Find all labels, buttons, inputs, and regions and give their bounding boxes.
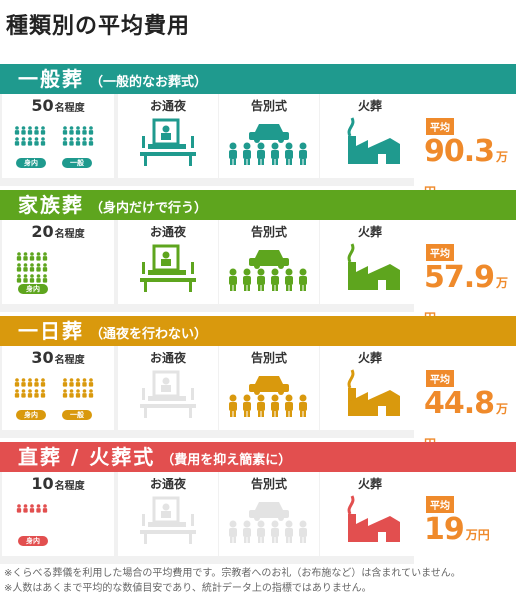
stages-panel: 20名程度 身内 お通夜 告別式: [0, 220, 420, 312]
average-cost-value: 44.8: [424, 386, 495, 421]
funeral-type-section: 一日葬 （通夜を行わない） 30名程度 身内 一般 お通夜 告別: [0, 316, 516, 451]
average-cost-box: 平均 57.9万円: [418, 220, 516, 325]
funeral-type-name: 直葬 / 火葬式: [18, 445, 156, 469]
average-label: 平均: [426, 496, 454, 513]
cremation-column: 火葬: [320, 220, 420, 304]
ceremony-label: 告別式: [250, 477, 287, 491]
cremation-label: 火葬: [357, 99, 382, 113]
funeral-type-section: 家族葬 （身内だけで行う） 20名程度 身内 お通夜 告別式: [0, 190, 516, 325]
average-label: 平均: [426, 118, 454, 135]
cremation-label: 火葬: [357, 225, 382, 239]
stages-panel: 30名程度 身内 一般 お通夜 告別式: [0, 346, 420, 438]
cremation-column: 火葬: [320, 346, 420, 430]
wake-column: お通夜: [118, 94, 218, 178]
average-label: 平均: [426, 370, 454, 387]
page-title: 種類別の平均費用: [6, 14, 191, 39]
average-label: 平均: [426, 244, 454, 261]
average-cost-value: 90.3: [424, 134, 495, 169]
attendee-badge: 身内: [16, 158, 46, 168]
cremation-column: 火葬: [320, 94, 420, 178]
funeral-type-name: 一日葬: [18, 319, 84, 343]
attendee-unit: 名程度: [54, 229, 85, 240]
attendee-unit: 名程度: [54, 355, 85, 366]
section-banner: 家族葬 （身内だけで行う）: [0, 190, 516, 220]
ceremony-column: 告別式: [219, 94, 319, 178]
average-cost-box: 平均 19 万円: [418, 472, 516, 564]
average-cost-unit: 万円: [465, 528, 490, 542]
ceremony-column: 告別式: [219, 346, 319, 430]
attendee-badge: 身内: [18, 284, 48, 294]
section-banner: 一般葬 （一般的なお葬式）: [0, 64, 516, 94]
stages-panel: 10名程度 身内 お通夜 告別式: [0, 472, 420, 564]
ceremony-label: 告別式: [250, 351, 287, 365]
wake-label: お通夜: [149, 351, 186, 365]
ceremony-label: 告別式: [250, 225, 287, 239]
wake-column: お通夜: [118, 220, 218, 304]
cremation-label: 火葬: [357, 477, 382, 491]
attendees-column: 50名程度 身内 一般: [2, 94, 114, 178]
footnote-1: ※くらべる葬儀を利用した場合の平均費用です。宗教者へのお礼（お布施など）は含まれ…: [4, 568, 461, 579]
footnote-2: ※人数はあくまで平均的な数値目安であり、統計データ上の指標ではありません。: [4, 583, 372, 594]
attendees-column: 10名程度 身内: [2, 472, 114, 556]
funeral-type-name: 一般葬: [18, 67, 84, 91]
average-cost-box: 平均 44.8万円: [418, 346, 516, 451]
funeral-type-section: 一般葬 （一般的なお葬式） 50名程度 身内 一般 お通夜 告別: [0, 64, 516, 199]
funeral-type-name: 家族葬: [18, 193, 84, 217]
ceremony-column: 告別式: [219, 220, 319, 304]
attendees-column: 20名程度 身内: [2, 220, 114, 304]
attendee-count: 10: [31, 474, 54, 493]
wake-label: お通夜: [149, 225, 186, 239]
attendee-badge: 身内: [18, 536, 48, 546]
wake-column: お通夜: [118, 346, 218, 430]
cremation-column: 火葬: [320, 472, 420, 556]
wake-column: お通夜: [118, 472, 218, 556]
funeral-type-description: （費用を抑え簡素に）: [161, 453, 292, 468]
wake-label: お通夜: [149, 99, 186, 113]
funeral-type-description: （身内だけで行う）: [90, 201, 208, 216]
attendee-count: 30: [31, 348, 54, 367]
average-cost-box: 平均 90.3万円: [418, 94, 516, 199]
attendee-badge: 一般: [62, 410, 92, 420]
section-banner: 直葬 / 火葬式 （費用を抑え簡素に）: [0, 442, 516, 472]
attendee-unit: 名程度: [54, 481, 85, 492]
attendee-count: 50: [31, 96, 54, 115]
ceremony-column: 告別式: [219, 472, 319, 556]
average-cost-value: 19: [424, 512, 465, 547]
ceremony-label: 告別式: [250, 99, 287, 113]
section-banner: 一日葬 （通夜を行わない）: [0, 316, 516, 346]
funeral-type-section: 直葬 / 火葬式 （費用を抑え簡素に） 10名程度 身内 お通夜: [0, 442, 516, 564]
cremation-label: 火葬: [357, 351, 382, 365]
wake-label: お通夜: [149, 477, 186, 491]
stages-panel: 50名程度 身内 一般 お通夜 告別式: [0, 94, 420, 186]
funeral-type-description: （通夜を行わない）: [90, 327, 208, 342]
average-cost-value: 57.9: [424, 260, 495, 295]
attendee-badge: 身内: [16, 410, 46, 420]
attendee-count: 20: [31, 222, 54, 241]
attendees-column: 30名程度 身内 一般: [2, 346, 114, 430]
attendee-badge: 一般: [62, 158, 92, 168]
funeral-type-description: （一般的なお葬式）: [90, 75, 208, 90]
attendee-unit: 名程度: [54, 103, 85, 114]
